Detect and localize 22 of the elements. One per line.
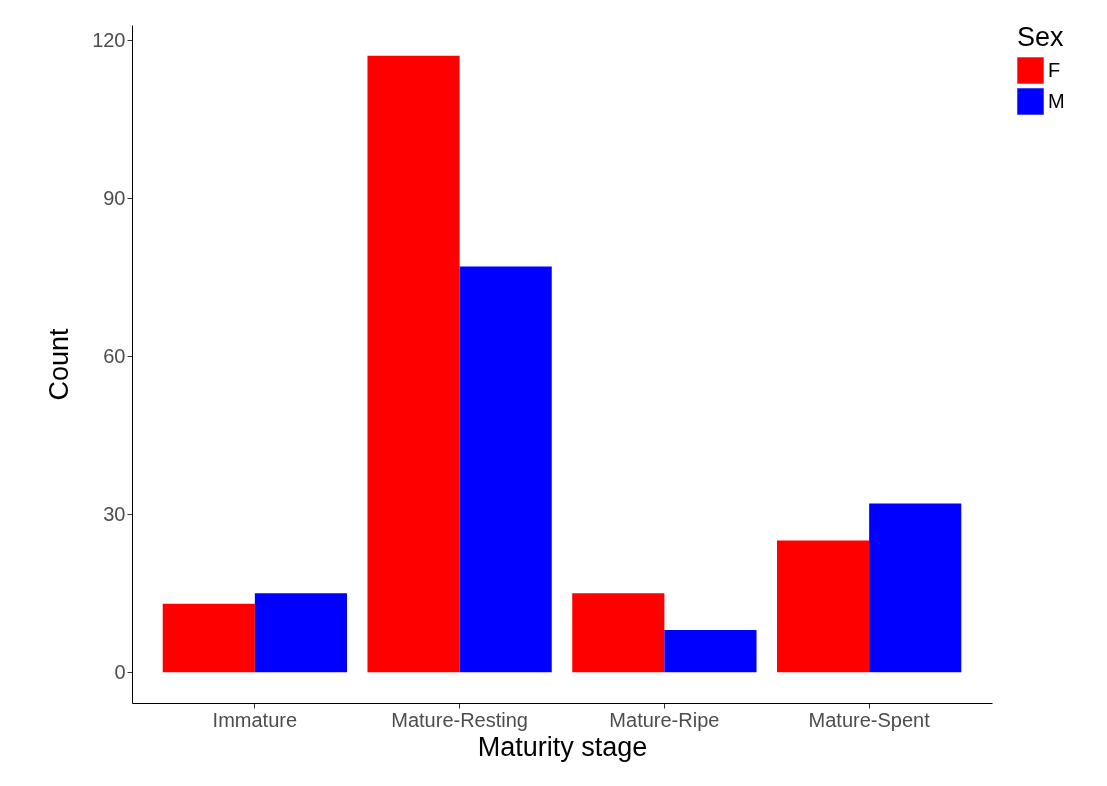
bar (572, 593, 665, 673)
bar (664, 630, 757, 673)
x-tick-label: Mature-Ripe (609, 708, 720, 731)
x-tick-label: Mature-Resting (391, 708, 528, 731)
y-tick-label: 60 (103, 344, 126, 367)
x-tick-label: Mature-Spent (808, 708, 931, 731)
legend-label: F (1048, 58, 1061, 81)
bar (367, 55, 460, 673)
bar (254, 593, 347, 673)
x-axis-title: Maturity stage (477, 731, 648, 762)
y-tick-label: 0 (114, 660, 126, 683)
bar (869, 503, 962, 673)
y-tick-label: 90 (103, 186, 126, 209)
legend-title: Sex (1017, 22, 1065, 52)
y-tick-label: 30 (103, 502, 126, 525)
bar (777, 540, 870, 673)
y-tick-label: 120 (92, 28, 126, 51)
legend-label: M (1048, 89, 1065, 112)
bar (459, 266, 552, 673)
bar (162, 603, 255, 673)
y-axis-title: Count (44, 327, 75, 401)
x-tick-label: Immature (212, 708, 298, 731)
